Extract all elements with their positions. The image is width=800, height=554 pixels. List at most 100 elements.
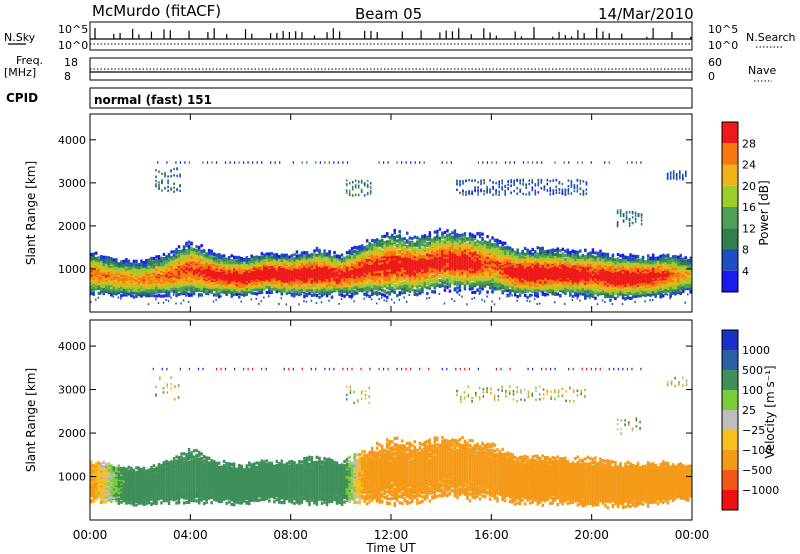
power-cell (112, 289, 116, 294)
power-cell (398, 291, 401, 295)
power-cell (431, 240, 434, 244)
power-cell (230, 259, 233, 263)
power-cell (303, 286, 306, 290)
power-cell (288, 291, 291, 295)
power-cell (325, 255, 329, 259)
power-cell (426, 263, 429, 267)
power-cell (170, 263, 173, 267)
power-cell (471, 246, 474, 250)
power-cell (398, 241, 401, 245)
power-cell (318, 258, 321, 262)
power-cell (303, 251, 306, 255)
power-cell (283, 259, 286, 263)
power-cell (486, 253, 489, 257)
power-cell (476, 278, 479, 282)
power-cell (488, 279, 492, 283)
power-cell (506, 258, 509, 262)
power-cell (498, 264, 502, 268)
power-cell (202, 284, 206, 288)
power-cell (398, 282, 401, 286)
power-cell (478, 290, 482, 294)
power-cell (325, 287, 329, 291)
power-cell (451, 252, 454, 256)
freq-tick-low: 8 (64, 70, 71, 83)
power-cell (491, 286, 494, 290)
power-cell (391, 289, 394, 293)
power-cell (531, 259, 534, 263)
power-cell (235, 259, 238, 263)
power-cell (95, 256, 98, 260)
power-cell (463, 261, 467, 265)
power-cell (488, 273, 492, 277)
power-cell (526, 257, 529, 261)
power-cell (265, 290, 269, 294)
power-cell (451, 231, 454, 235)
power-cell (285, 283, 289, 287)
power-cell (182, 271, 186, 275)
power-cell (501, 248, 504, 253)
power-cell (192, 264, 196, 268)
power-cell (243, 287, 246, 292)
power-cell (406, 288, 409, 292)
power-cell (253, 280, 256, 285)
power-cell (92, 254, 95, 258)
power-cell (195, 288, 198, 292)
power-cell (383, 294, 386, 298)
power-cell (403, 272, 406, 276)
power-cell (353, 267, 356, 271)
power-cell (167, 283, 171, 287)
power-cell (90, 259, 93, 264)
power-cell (263, 255, 266, 259)
power-cell (172, 275, 176, 279)
power-cell (182, 254, 186, 258)
power-cell (468, 249, 472, 253)
power-cell (335, 286, 339, 291)
power-cell (358, 282, 361, 286)
power-cell (403, 266, 406, 270)
power-cell (353, 261, 356, 265)
power-cell (461, 264, 464, 269)
power-cell (315, 255, 319, 259)
power-cell (200, 284, 203, 289)
power-cell (145, 271, 148, 275)
power-cell (240, 287, 243, 291)
power-cell (192, 279, 196, 283)
power-cell (127, 270, 131, 274)
power-cell (451, 281, 454, 285)
power-cell (383, 277, 386, 281)
power-cell (177, 278, 181, 282)
power-cell (401, 239, 404, 243)
power-cell (431, 246, 434, 250)
power-cell (448, 270, 452, 274)
power-cell (328, 291, 331, 295)
power-cell (498, 275, 502, 279)
power-cell (386, 266, 389, 270)
power-cell (501, 275, 504, 279)
power-cell (192, 286, 196, 290)
power-cell (95, 251, 98, 255)
power-cell (443, 235, 447, 239)
power-cell (383, 264, 386, 268)
power-cell (493, 286, 497, 290)
power-cell (200, 244, 203, 248)
freq-label-line1: Freq. (16, 54, 43, 67)
power-cell (175, 250, 178, 254)
power-cell (516, 264, 519, 268)
power-cell (355, 246, 359, 250)
power-cell (391, 242, 394, 246)
power-cell (458, 258, 462, 262)
power-cell (453, 232, 457, 236)
power-cell (418, 288, 422, 292)
power-cell (122, 259, 126, 263)
power-cell (105, 264, 108, 268)
power-cell (378, 267, 381, 271)
power-cell (125, 265, 128, 269)
power-cell (350, 273, 354, 277)
power-cell (458, 274, 462, 278)
power-cell (320, 294, 324, 298)
power-cell (496, 251, 499, 255)
power-cell (448, 237, 452, 241)
power-cell (345, 263, 349, 267)
power-cell (458, 253, 462, 257)
power-cell (305, 257, 309, 261)
